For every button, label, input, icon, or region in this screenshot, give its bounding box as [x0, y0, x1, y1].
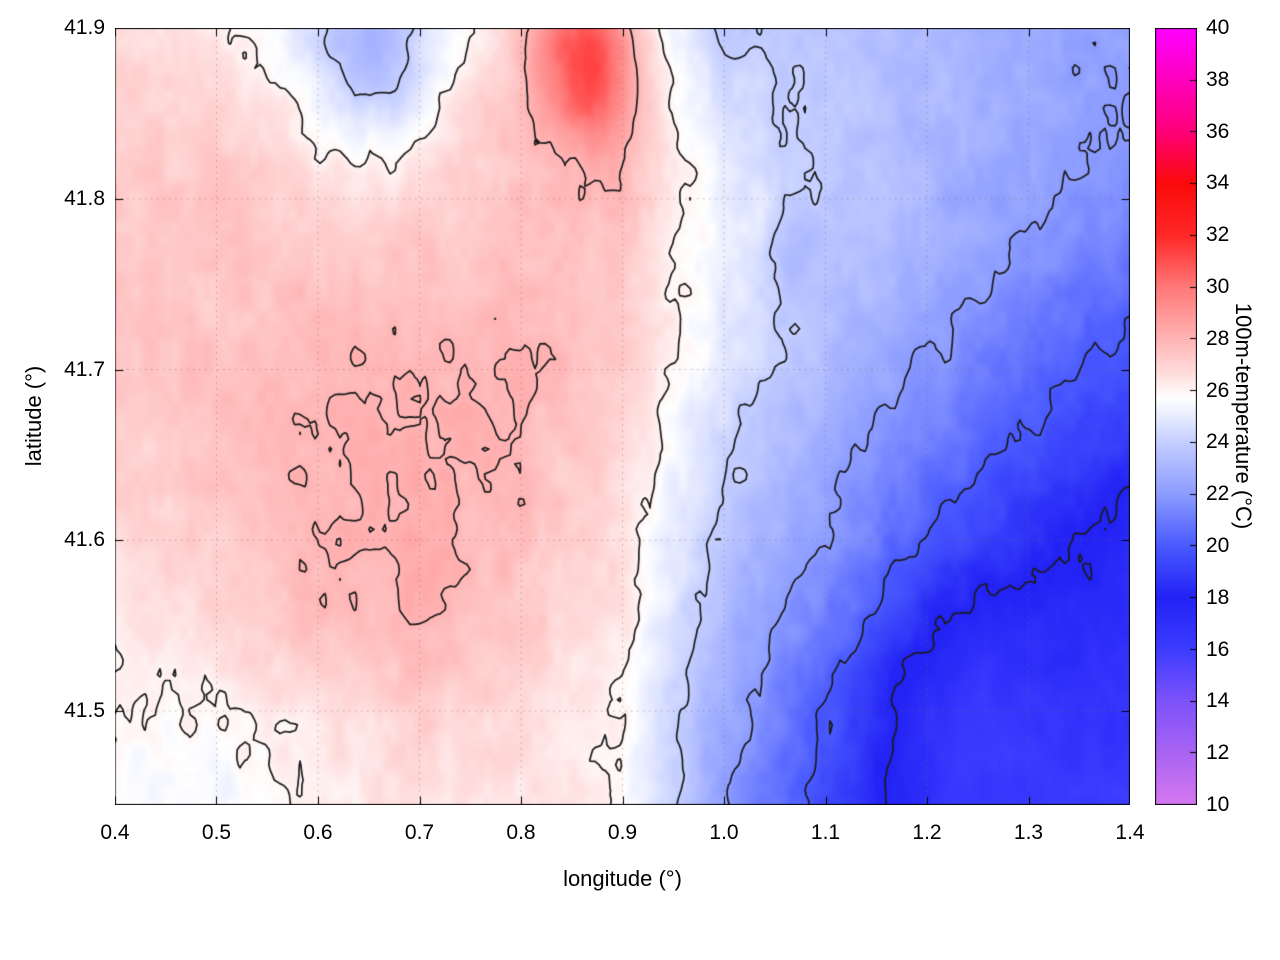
colorbar-tick-label: 20: [1206, 534, 1230, 557]
y-axis-label: latitude (°): [21, 365, 46, 467]
x-tick-label: 1.0: [709, 821, 739, 844]
colorbar-tick-label: 26: [1206, 378, 1230, 402]
colorbar-canvas: [1155, 28, 1197, 805]
colorbar-tick-label: 22: [1206, 482, 1230, 506]
y-tick-label: 41.5: [64, 699, 105, 723]
x-tick-label: 1.2: [912, 821, 942, 844]
colorbar-tick-label: 14: [1206, 689, 1230, 713]
x-tick-label: 0.7: [404, 821, 435, 844]
x-tick-label: 1.3: [1013, 821, 1044, 844]
x-tick-label: 1.4: [1115, 821, 1145, 844]
colorbar-tick-label: 12: [1206, 741, 1230, 765]
y-tick-label: 41.7: [64, 357, 105, 381]
x-tick-label: 0.5: [201, 821, 232, 844]
colorbar-tick-label: 38: [1206, 67, 1230, 91]
colorbar-tick-label: 18: [1206, 585, 1230, 609]
colorbar-tick-label: 40: [1206, 16, 1230, 39]
y-tick-label: 41.8: [64, 186, 105, 210]
x-tick-label: 0.6: [303, 821, 333, 844]
colorbar-tick-label: 34: [1206, 171, 1230, 195]
x-axis-label: longitude (°): [563, 866, 682, 891]
colorbar-tick-label: 16: [1206, 637, 1230, 661]
y-tick-label: 41.9: [64, 16, 105, 39]
colorbar-tick-label: 30: [1206, 275, 1230, 298]
x-tick-label: 0.4: [100, 821, 130, 844]
colorbar-tick-label: 32: [1206, 223, 1230, 247]
colorbar-tick-label: 24: [1206, 430, 1230, 454]
x-tick-label: 0.9: [607, 821, 638, 844]
heatmap-canvas: [115, 28, 1130, 805]
colorbar-tick-label: 36: [1206, 119, 1230, 143]
x-tick-label: 0.8: [506, 821, 536, 844]
colorbar-label: 100m-temperature (°C): [1231, 302, 1256, 530]
x-tick-label: 1.1: [810, 821, 841, 844]
y-tick-label: 41.6: [64, 528, 105, 552]
colorbar-tick-label: 10: [1206, 793, 1230, 816]
colorbar-tick-label: 28: [1206, 326, 1230, 350]
